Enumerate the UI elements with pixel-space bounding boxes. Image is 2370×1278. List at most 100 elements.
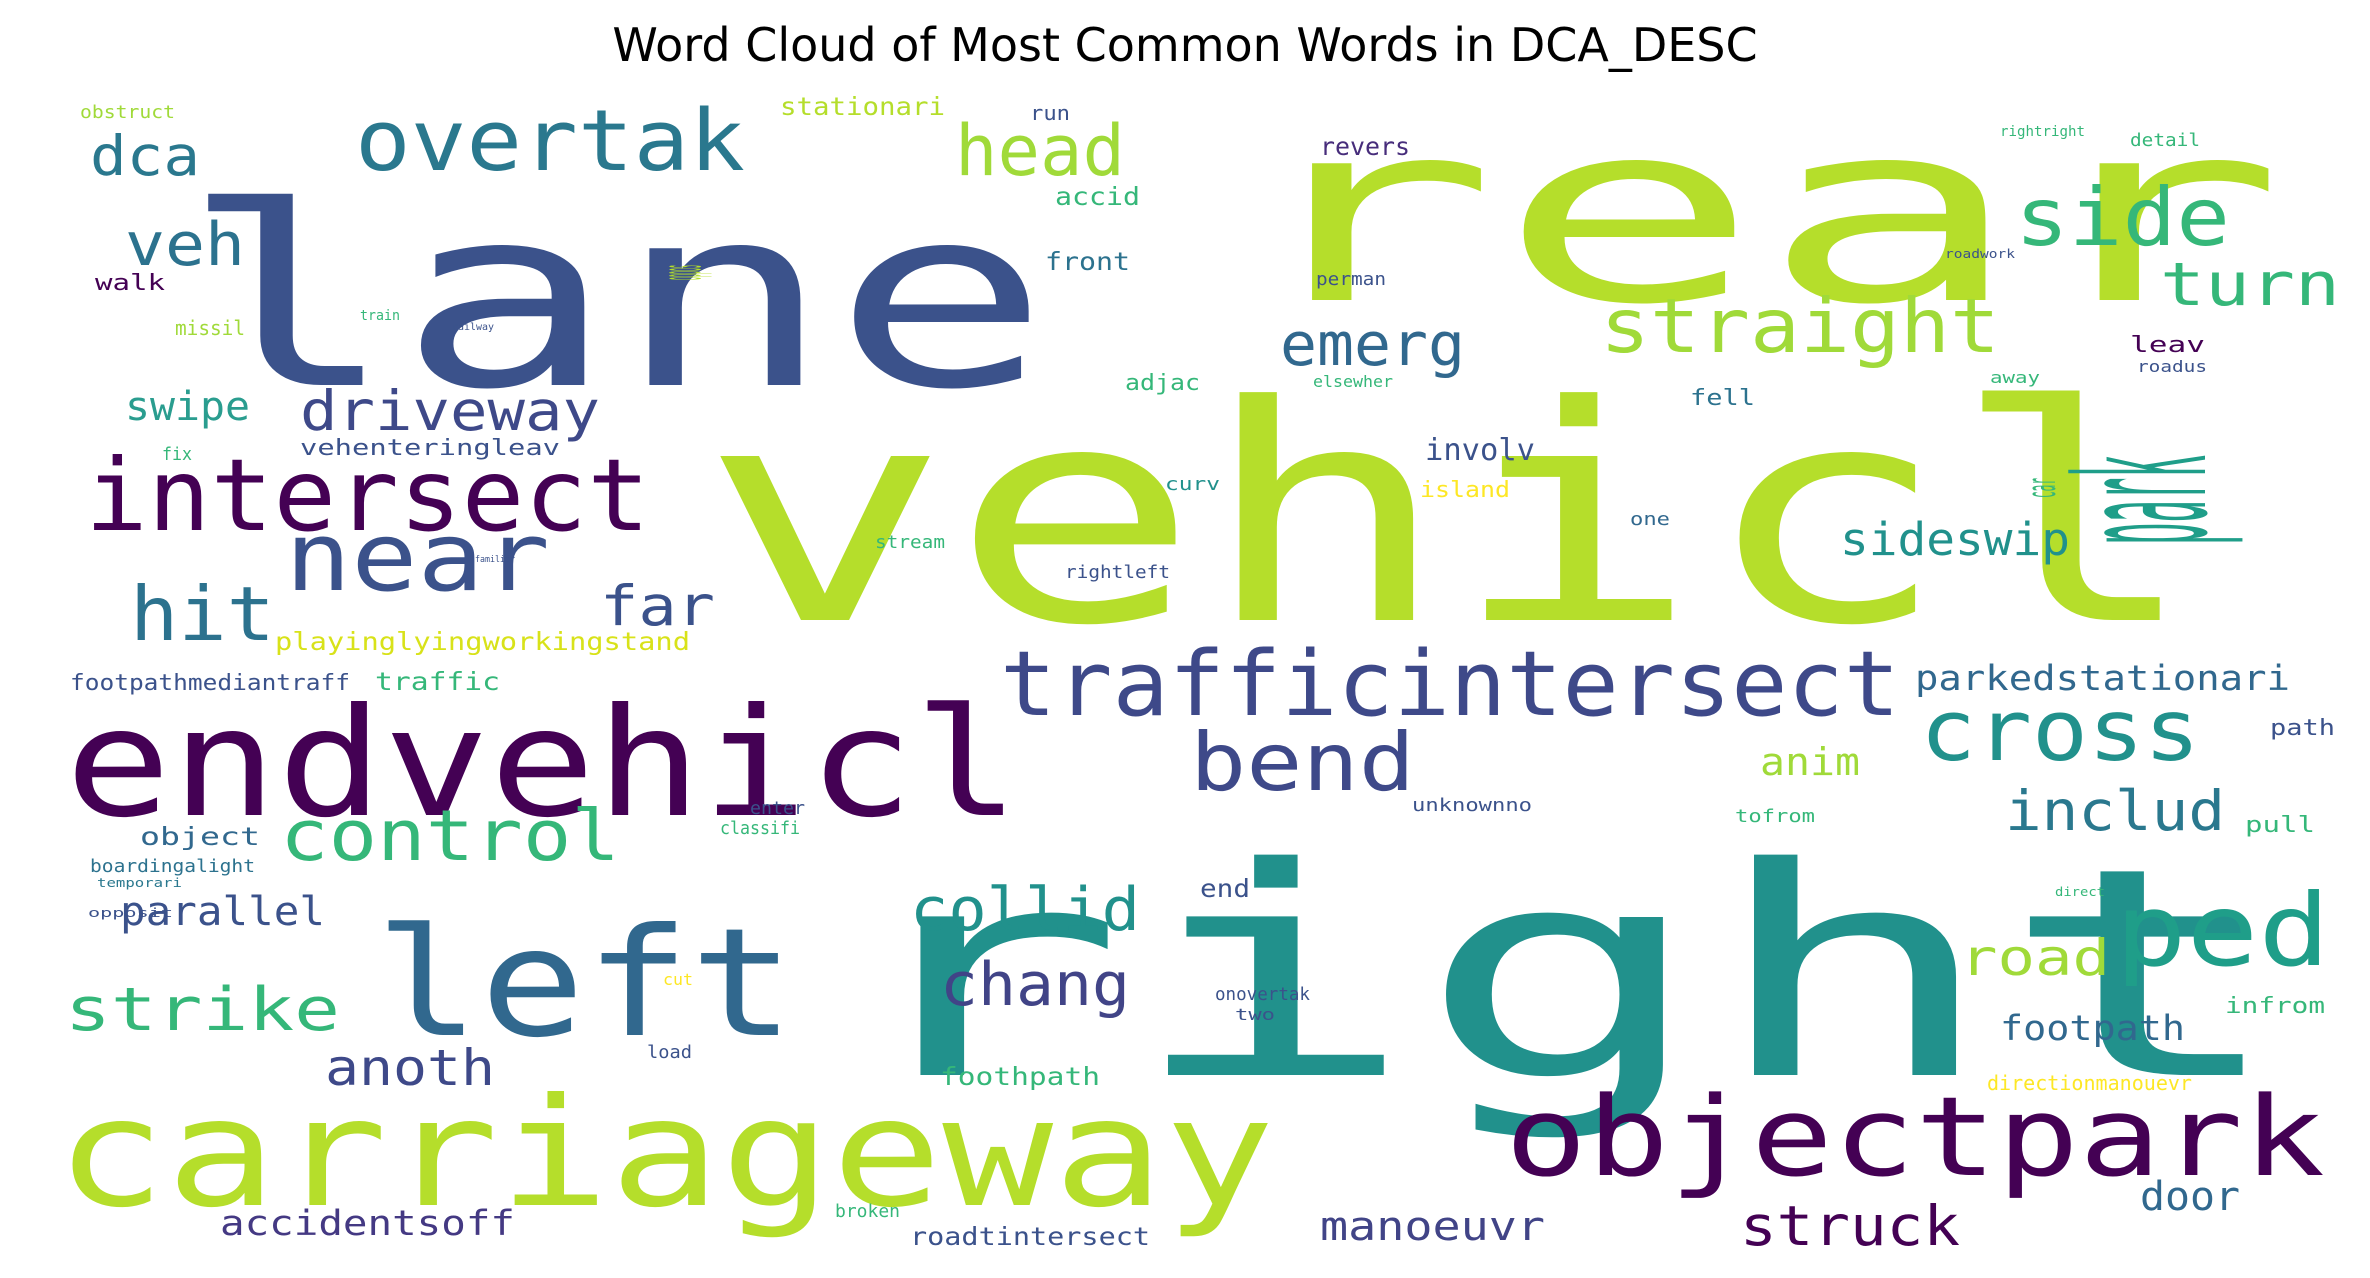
word-railway: railway (452, 322, 494, 333)
word-carriageway: carriageway (55, 1067, 1275, 1241)
word-fix: fix (162, 444, 192, 465)
word-near: near (285, 503, 550, 613)
word-driveway: driveway (300, 379, 600, 443)
word-accid: accid (1055, 182, 1140, 211)
word-footpathmediantraff: footpathmediantraff (70, 671, 350, 696)
word-door: door (2140, 1174, 2240, 1220)
word-road: road (1960, 929, 2110, 987)
word-missil: missil (175, 316, 245, 340)
word-straight: straight (1600, 282, 2000, 370)
word-vehicl: vehicl (700, 342, 2200, 691)
word-leav: leav (2130, 333, 2205, 358)
word-fell: fell (1690, 386, 1755, 411)
word-enter: enter (750, 798, 805, 819)
word-parkedstationari: parkedstationari (1915, 659, 2290, 699)
word-accidentsoff: accidentsoff (220, 1204, 515, 1244)
word-control: control (280, 795, 620, 877)
word-pull: pull (2245, 813, 2315, 838)
word-chang: chang (940, 950, 1130, 1020)
word-obstruct: obstruct (80, 102, 175, 123)
word-anoth: anoth (325, 1039, 495, 1097)
word-away: away (1990, 368, 2040, 387)
word-onovertak: onovertak (1215, 984, 1310, 1005)
word-path: path (2270, 716, 2335, 741)
word-trafficintersect: trafficintersect (1000, 632, 1900, 737)
word-infrom: infrom (2225, 994, 2325, 1019)
word-strike: strike (65, 975, 340, 1045)
word-includ: includ (2005, 779, 2225, 843)
word-two: two (1235, 1005, 1275, 1024)
word-adjac: adjac (1125, 371, 1200, 396)
word-directionmanouevr: directionmanouevr (1987, 1071, 2192, 1095)
word-swipe: swipe (125, 384, 250, 430)
word-sideswip: sideswip (1840, 513, 2070, 566)
word-lane: lane (180, 153, 1050, 444)
word-stream: stream (875, 532, 945, 553)
word-traffic: traffic (375, 667, 500, 696)
word-temporari: temporari (97, 876, 182, 890)
word-parallel: parallel (120, 889, 325, 935)
word-roadwork: roadwork (1945, 247, 2016, 261)
word-one: one (1630, 509, 1670, 530)
word-overtak: overtak (355, 92, 745, 191)
word-head: head (955, 110, 1125, 192)
word-revers: revers (1320, 132, 1410, 161)
word-ped: ped (2115, 872, 2330, 989)
word-cross: cross (1920, 682, 2200, 781)
word-rightleft: rightleft (1065, 562, 1170, 583)
word-veh: veh (125, 210, 245, 280)
word-involv: involv (1425, 433, 1535, 468)
word-opposit: opposit (88, 906, 173, 920)
word-broken: broken (835, 1201, 900, 1222)
word-rear: rear (1235, 68, 2285, 359)
word-objectpark: objectpark (1505, 1073, 2325, 1201)
word-park: park (2039, 455, 2248, 545)
word-elsewher: elsewher (1313, 372, 1393, 391)
word-train: train (360, 308, 400, 324)
word-left: left (375, 897, 795, 1071)
word-collid: collid (910, 875, 1140, 945)
word-struck: struck (1740, 1194, 1960, 1258)
word-curv: curv (1165, 474, 1220, 495)
word-manoeuvr: manoeuvr (1320, 1204, 1545, 1250)
word-familiar: familiar (475, 555, 516, 565)
word-intersect: intersect (85, 437, 650, 554)
word-far: far (600, 574, 715, 638)
word-perman: perman (1316, 269, 1386, 290)
word-rightright: rightright (2000, 124, 2085, 140)
word-roadtintersect: roadtintersect (910, 1222, 1150, 1251)
word-vehenteringleav: vehenteringleav (300, 436, 560, 461)
word-oppos: oppos (649, 265, 713, 280)
word-island: island (1420, 478, 1510, 503)
word-unknownno: unknownno (1412, 795, 1532, 816)
word-front: front (1045, 247, 1130, 276)
word-run: run (1030, 101, 1070, 125)
word-bend: bend (1190, 716, 1415, 809)
word-classifi: classifi (720, 818, 800, 839)
word-hit: hit (130, 570, 275, 658)
word-playinglyingworkingstand: playinglyingworkingstand (275, 627, 690, 656)
word-object: object (140, 822, 260, 851)
word-boardingalight: boardingalight (90, 856, 255, 877)
word-foothpath: foothpath (940, 1062, 1100, 1091)
word-end: end (1200, 874, 1250, 903)
word-walk: walk (95, 271, 165, 296)
word-tofrom: tofrom (1735, 806, 1815, 827)
word-direct: direct (2055, 885, 2105, 899)
word-car: car (2019, 478, 2065, 498)
word-cut: cut (663, 970, 693, 989)
word-footpath: footpath (2000, 1009, 2185, 1049)
word-roadus: roadus (2137, 357, 2207, 376)
word-stationari: stationari (780, 92, 945, 121)
word-detail: detail (2130, 130, 2200, 151)
word-emerg: emerg (1280, 310, 1465, 380)
word-anim: anim (1760, 740, 1860, 784)
word-load: load (647, 1042, 692, 1063)
word-endvehicl: endvehicl (65, 677, 1020, 851)
chart-title: Word Cloud of Most Common Words in DCA_D… (612, 18, 1758, 72)
word-right: right (835, 807, 2290, 1144)
word-turn: turn (2160, 250, 2340, 320)
word-side: side (2015, 171, 2230, 264)
word-dca: dca (90, 124, 200, 188)
